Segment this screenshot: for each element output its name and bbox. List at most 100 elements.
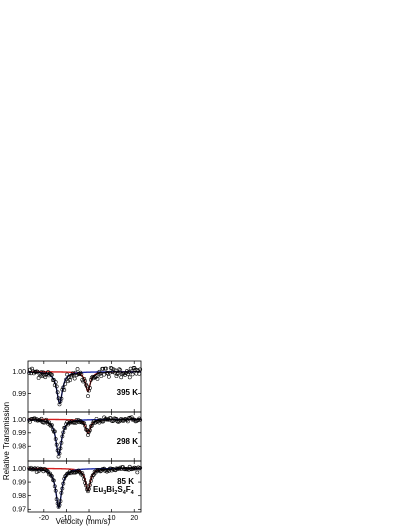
data-point [33, 418, 38, 423]
data-point [84, 427, 88, 432]
data-point [102, 372, 107, 377]
data-point [57, 451, 62, 456]
data-point [108, 416, 113, 421]
data-point [117, 419, 122, 424]
data-point [50, 427, 55, 432]
data-point [68, 420, 73, 425]
data-point [117, 367, 122, 372]
data-point [99, 374, 104, 378]
data-point [53, 488, 58, 493]
temperature-label: 85 K [117, 477, 134, 486]
data-point [56, 396, 61, 401]
data-point [32, 466, 37, 471]
data-point [60, 434, 65, 439]
data-point [109, 366, 114, 371]
y-tick-label: 0.99 [12, 479, 26, 486]
data-point [99, 418, 104, 423]
data-point [102, 415, 107, 420]
data-point [113, 368, 118, 373]
data-point [59, 440, 64, 445]
data-point [55, 448, 60, 453]
data-point [65, 471, 70, 476]
data-point [45, 468, 50, 473]
data-point [37, 467, 42, 472]
data-point [115, 372, 120, 377]
data-point [53, 437, 58, 441]
data-point [66, 379, 70, 384]
data-point [119, 375, 124, 380]
data-point [85, 487, 89, 492]
compound-sub2: 2 [114, 490, 117, 496]
temperature-label: 298 K [117, 437, 139, 446]
data-point [117, 466, 122, 471]
data-point [58, 446, 63, 451]
data-point [45, 419, 50, 424]
x-tick-label: 20 [130, 515, 138, 522]
data-point [38, 466, 43, 471]
data-point [130, 372, 135, 377]
data-point [50, 477, 55, 482]
x-tick-label: 10 [108, 515, 116, 522]
data-point [87, 428, 92, 433]
data-point [104, 366, 108, 371]
data-point [49, 424, 53, 428]
data-point [47, 472, 51, 477]
data-point [63, 474, 68, 479]
data-point [34, 470, 39, 474]
data-point [88, 377, 93, 382]
data-point [38, 373, 43, 378]
data-point [87, 483, 92, 487]
x-tick-label: -10 [61, 515, 71, 522]
data-point [76, 418, 81, 423]
data-point [87, 386, 92, 390]
data-point [121, 419, 126, 423]
data-point [112, 370, 117, 375]
fit-blue-component [27, 467, 141, 509]
y-tick-label: 1.00 [12, 369, 26, 376]
data-point [53, 380, 58, 385]
data-point [62, 388, 67, 392]
data-point [86, 394, 90, 399]
data-point [82, 477, 87, 482]
data-point [129, 467, 134, 472]
data-point [114, 374, 119, 379]
x-tick-label: 0 [87, 515, 91, 522]
data-point [97, 369, 102, 374]
data-point [58, 499, 63, 504]
data-point [101, 366, 106, 371]
data-point [69, 373, 74, 378]
panel-frame [27, 460, 142, 513]
data-point [127, 464, 132, 469]
data-point [65, 420, 70, 425]
data-point [28, 367, 32, 372]
data-point [127, 415, 132, 420]
data-point [73, 470, 78, 475]
data-point [63, 426, 68, 430]
data-point [88, 479, 93, 483]
data-point [71, 420, 76, 425]
data-point [94, 468, 99, 473]
data-point [125, 467, 129, 472]
data-point [76, 468, 81, 473]
data-point [48, 471, 52, 476]
data-point [89, 423, 94, 428]
data-point [27, 371, 32, 375]
data-point [43, 418, 48, 423]
temperature-label: 395 K [117, 388, 139, 397]
data-point [50, 423, 54, 428]
data-point [48, 422, 52, 427]
data-point [51, 478, 56, 483]
data-point [121, 465, 126, 470]
data-point [95, 376, 100, 381]
data-point [67, 421, 71, 426]
data-point [33, 370, 38, 375]
data-point [106, 374, 111, 379]
data-point [119, 467, 124, 472]
data-point [39, 370, 44, 375]
data-point [58, 399, 63, 404]
data-point [105, 370, 109, 375]
compound-label: Eu3Bi2S4F4 [93, 485, 135, 496]
data-point [138, 466, 143, 470]
data-point [54, 497, 59, 502]
data-point [116, 371, 121, 375]
